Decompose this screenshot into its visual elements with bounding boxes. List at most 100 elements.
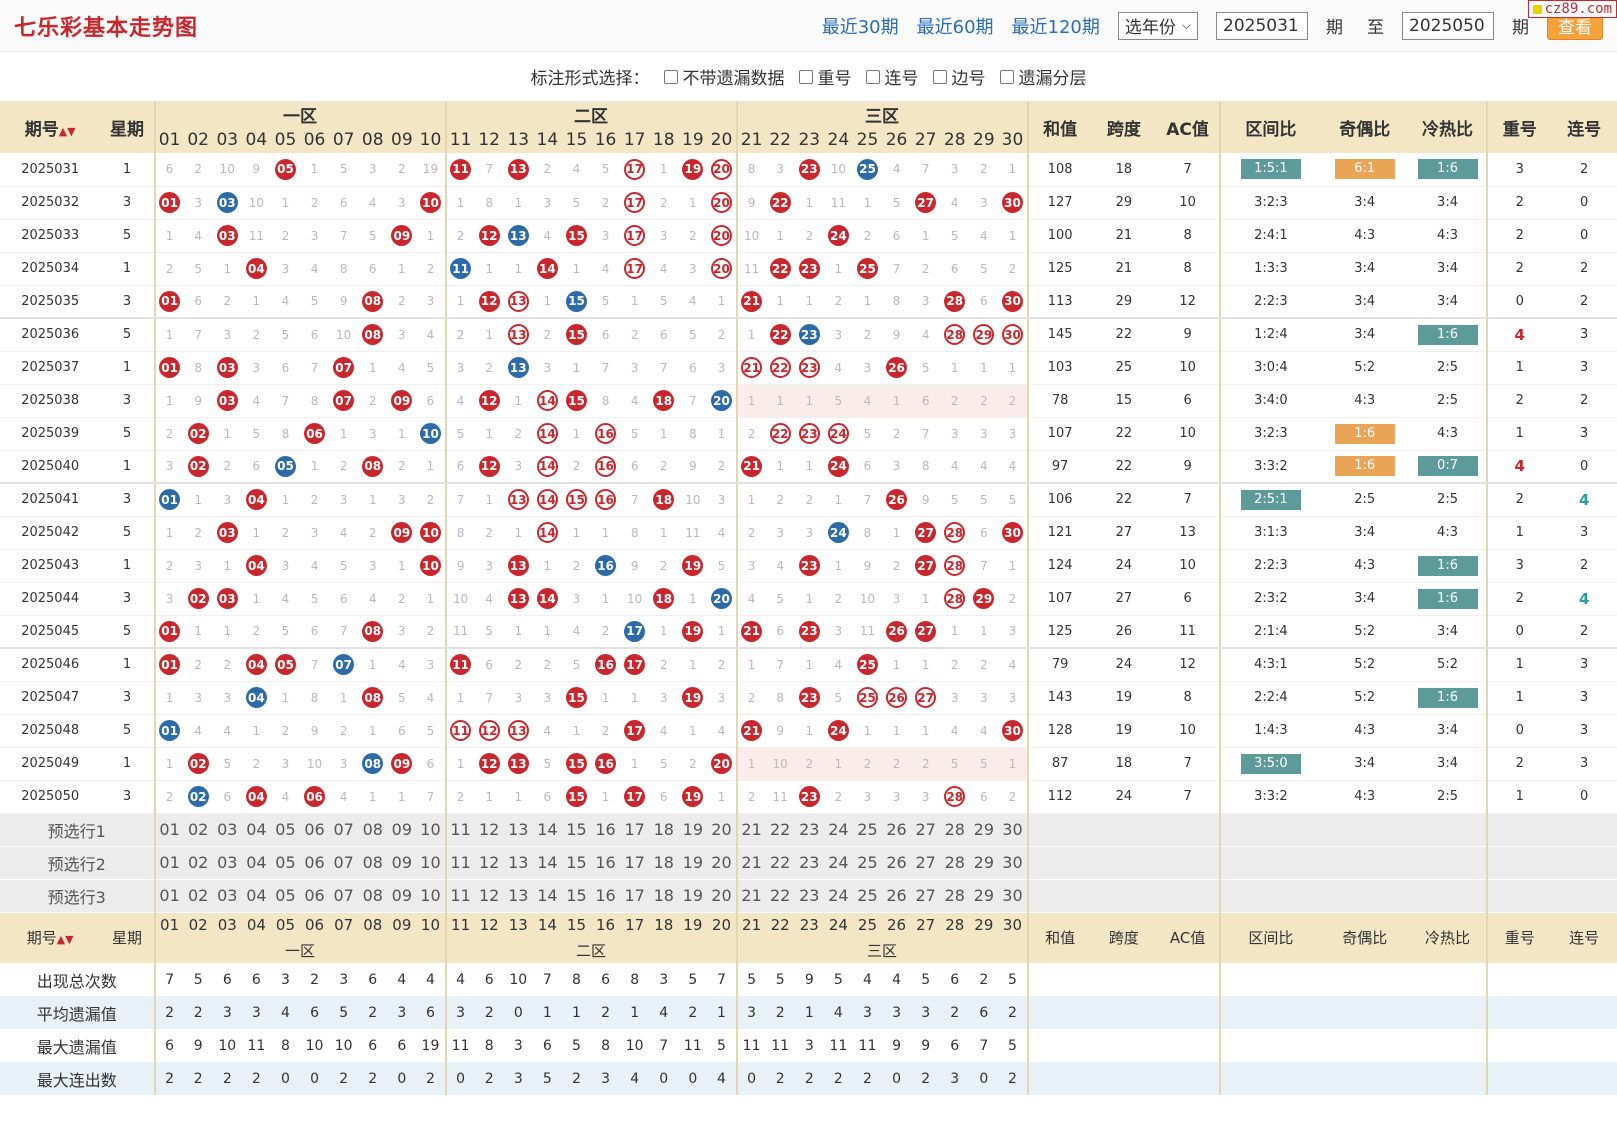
sort-icon[interactable]: ▲▼ xyxy=(58,125,76,138)
preselect-number[interactable]: 01 xyxy=(153,879,184,913)
preselect-number[interactable]: 20 xyxy=(707,879,737,913)
preselect-number[interactable]: 17 xyxy=(620,813,650,847)
preselect-number[interactable]: 07 xyxy=(329,813,359,847)
preselect-number[interactable]: 10 xyxy=(416,846,446,880)
preselect-number[interactable]: 09 xyxy=(387,813,417,847)
preselect-number[interactable]: 16 xyxy=(591,813,621,847)
period-footer[interactable]: 期号▲▼ xyxy=(0,912,101,963)
from-issue-input[interactable]: 2025031 xyxy=(1216,11,1308,40)
preselect-number[interactable]: 20 xyxy=(707,846,737,880)
preselect-number[interactable]: 22 xyxy=(765,813,795,847)
preselect-number[interactable]: 18 xyxy=(649,846,679,880)
preselect-number[interactable]: 24 xyxy=(823,879,853,913)
preselect-number[interactable]: 15 xyxy=(561,879,592,913)
preselect-number[interactable]: 13 xyxy=(503,846,533,880)
sort-icon[interactable]: ▲▼ xyxy=(56,933,74,947)
preselect-number[interactable]: 24 xyxy=(823,813,853,847)
preselect-number[interactable]: 14 xyxy=(532,813,562,847)
preselect-number[interactable]: 19 xyxy=(678,813,708,847)
preselect-number[interactable]: 17 xyxy=(620,879,650,913)
preselect-number[interactable]: 02 xyxy=(183,813,213,847)
preselect-number[interactable]: 30 xyxy=(998,846,1028,880)
year-select[interactable]: 选年份 ⌵ xyxy=(1117,11,1198,40)
preselect-number[interactable]: 12 xyxy=(474,813,504,847)
preselect-number[interactable]: 04 xyxy=(241,813,271,847)
option-miss-layer[interactable]: 遗漏分层 xyxy=(999,64,1087,89)
preselect-number[interactable]: 06 xyxy=(300,879,330,913)
preselect-number[interactable]: 08 xyxy=(358,879,388,913)
preselect-number[interactable]: 06 xyxy=(300,846,330,880)
preselect-number[interactable]: 11 xyxy=(444,813,475,847)
preselect-number[interactable]: 12 xyxy=(474,846,504,880)
preselect-number[interactable]: 15 xyxy=(561,813,592,847)
option-no-miss[interactable]: 不带遗漏数据 xyxy=(663,64,785,89)
preselect-number[interactable]: 08 xyxy=(358,846,388,880)
preselect-number[interactable]: 27 xyxy=(911,879,941,913)
preselect-number[interactable]: 29 xyxy=(969,813,999,847)
preselect-number[interactable]: 03 xyxy=(212,879,242,913)
preselect-number[interactable]: 29 xyxy=(969,879,999,913)
preselect-number[interactable]: 09 xyxy=(387,846,417,880)
preselect-number[interactable]: 01 xyxy=(153,846,184,880)
checkbox-icon[interactable] xyxy=(663,69,678,84)
preselect-number[interactable]: 06 xyxy=(300,813,330,847)
brand-badge[interactable]: cz89.com xyxy=(1527,0,1617,18)
recent-30-link[interactable]: 最近30期 xyxy=(821,16,899,38)
preselect-number[interactable]: 01 xyxy=(153,813,184,847)
option-edge[interactable]: 边号 xyxy=(932,64,986,89)
preselect-number[interactable]: 25 xyxy=(852,846,883,880)
preselect-number[interactable]: 20 xyxy=(707,813,737,847)
to-issue-input[interactable]: 2025050 xyxy=(1402,11,1494,40)
preselect-number[interactable]: 15 xyxy=(561,846,592,880)
preselect-number[interactable]: 26 xyxy=(882,879,912,913)
preselect-number[interactable]: 23 xyxy=(794,813,824,847)
preselect-number[interactable]: 30 xyxy=(998,813,1028,847)
preselect-number[interactable]: 07 xyxy=(329,879,359,913)
preselect-number[interactable]: 23 xyxy=(794,846,824,880)
preselect-number[interactable]: 27 xyxy=(911,813,941,847)
preselect-number[interactable]: 29 xyxy=(969,846,999,880)
preselect-number[interactable]: 18 xyxy=(649,813,679,847)
preselect-number[interactable]: 19 xyxy=(678,879,708,913)
preselect-number[interactable]: 02 xyxy=(183,879,213,913)
preselect-number[interactable]: 07 xyxy=(329,846,359,880)
preselect-number[interactable]: 08 xyxy=(358,813,388,847)
preselect-number[interactable]: 23 xyxy=(794,879,824,913)
preselect-number[interactable]: 05 xyxy=(270,879,301,913)
preselect-number[interactable]: 25 xyxy=(852,879,883,913)
preselect-number[interactable]: 03 xyxy=(212,813,242,847)
preselect-number[interactable]: 24 xyxy=(823,846,853,880)
preselect-number[interactable]: 11 xyxy=(444,846,475,880)
preselect-number[interactable]: 30 xyxy=(998,879,1028,913)
option-repeat[interactable]: 重号 xyxy=(798,64,852,89)
preselect-number[interactable]: 17 xyxy=(620,846,650,880)
preselect-number[interactable]: 16 xyxy=(591,879,621,913)
preselect-number[interactable]: 14 xyxy=(532,879,562,913)
preselect-number[interactable]: 02 xyxy=(183,846,213,880)
preselect-number[interactable]: 21 xyxy=(735,813,766,847)
recent-120-link[interactable]: 最近120期 xyxy=(1011,16,1100,38)
preselect-number[interactable]: 13 xyxy=(503,813,533,847)
preselect-number[interactable]: 26 xyxy=(882,813,912,847)
preselect-number[interactable]: 21 xyxy=(735,846,766,880)
preselect-number[interactable]: 14 xyxy=(532,846,562,880)
preselect-number[interactable]: 13 xyxy=(503,879,533,913)
preselect-number[interactable]: 22 xyxy=(765,879,795,913)
preselect-number[interactable]: 22 xyxy=(765,846,795,880)
option-consecutive[interactable]: 连号 xyxy=(865,64,919,89)
preselect-number[interactable]: 25 xyxy=(852,813,883,847)
preselect-number[interactable]: 28 xyxy=(940,879,970,913)
preselect-number[interactable]: 09 xyxy=(387,879,417,913)
preselect-number[interactable]: 26 xyxy=(882,846,912,880)
preselect-number[interactable]: 05 xyxy=(270,846,301,880)
preselect-number[interactable]: 04 xyxy=(241,879,271,913)
preselect-number[interactable]: 18 xyxy=(649,879,679,913)
preselect-number[interactable]: 03 xyxy=(212,846,242,880)
preselect-number[interactable]: 19 xyxy=(678,846,708,880)
preselect-number[interactable]: 11 xyxy=(444,879,475,913)
preselect-number[interactable]: 21 xyxy=(735,879,766,913)
preselect-number[interactable]: 28 xyxy=(940,813,970,847)
preselect-number[interactable]: 10 xyxy=(416,879,446,913)
preselect-number[interactable]: 27 xyxy=(911,846,941,880)
preselect-number[interactable]: 16 xyxy=(591,846,621,880)
